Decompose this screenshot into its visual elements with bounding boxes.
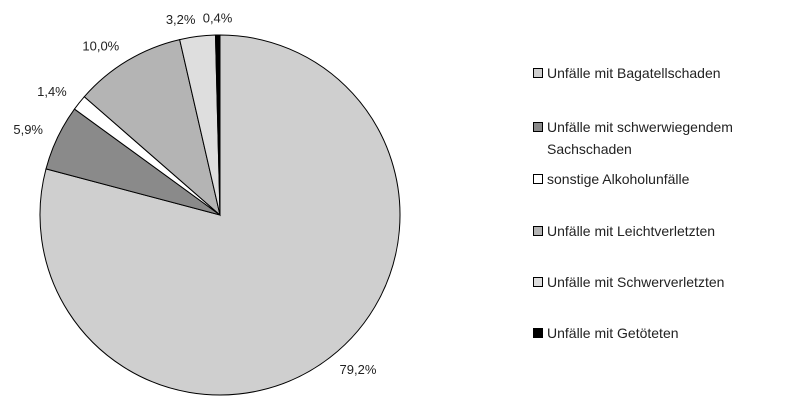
data-label: 10,0% xyxy=(82,38,119,53)
legend-swatch xyxy=(533,226,543,236)
legend-swatch xyxy=(533,122,543,132)
legend-swatch xyxy=(533,328,543,338)
legend-label: sonstige Alkoholunfälle xyxy=(547,171,690,187)
data-label: 0,4% xyxy=(203,10,233,25)
legend-label: Unfälle mit Leichtverletzten xyxy=(547,223,716,239)
legend-label: Unfälle mit schwerwiegendem Sachschaden xyxy=(547,119,733,157)
pie-slice xyxy=(83,38,221,217)
legend-label: Unfälle mit Bagatellschaden xyxy=(547,65,721,81)
legend-item: Unfälle mit Schwerverletzten xyxy=(533,271,778,293)
legend: Unfälle mit Bagatellschaden Unfälle mit s… xyxy=(533,62,778,344)
legend-item: Unfälle mit Bagatellschaden xyxy=(533,62,778,84)
data-label: 5,9% xyxy=(13,122,43,137)
legend-item: sonstige Alkoholunfälle xyxy=(533,168,778,190)
legend-label: Unfälle mit Schwerverletzten xyxy=(547,274,725,290)
pie-slice xyxy=(214,34,221,216)
data-label: 3,2% xyxy=(166,12,196,27)
legend-swatch xyxy=(533,174,543,184)
legend-label: Unfälle mit Getöteten xyxy=(547,325,679,341)
legend-item: Unfälle mit schwerwiegendem Sachschaden xyxy=(533,116,778,160)
legend-swatch xyxy=(533,277,543,287)
data-label: 79,2% xyxy=(340,362,377,377)
legend-item: Unfälle mit Getöteten xyxy=(533,322,778,344)
legend-item: Unfälle mit Leichtverletzten xyxy=(533,220,778,242)
pie-slice xyxy=(39,34,401,396)
data-label: 1,4% xyxy=(37,84,67,99)
legend-swatch xyxy=(533,68,543,78)
